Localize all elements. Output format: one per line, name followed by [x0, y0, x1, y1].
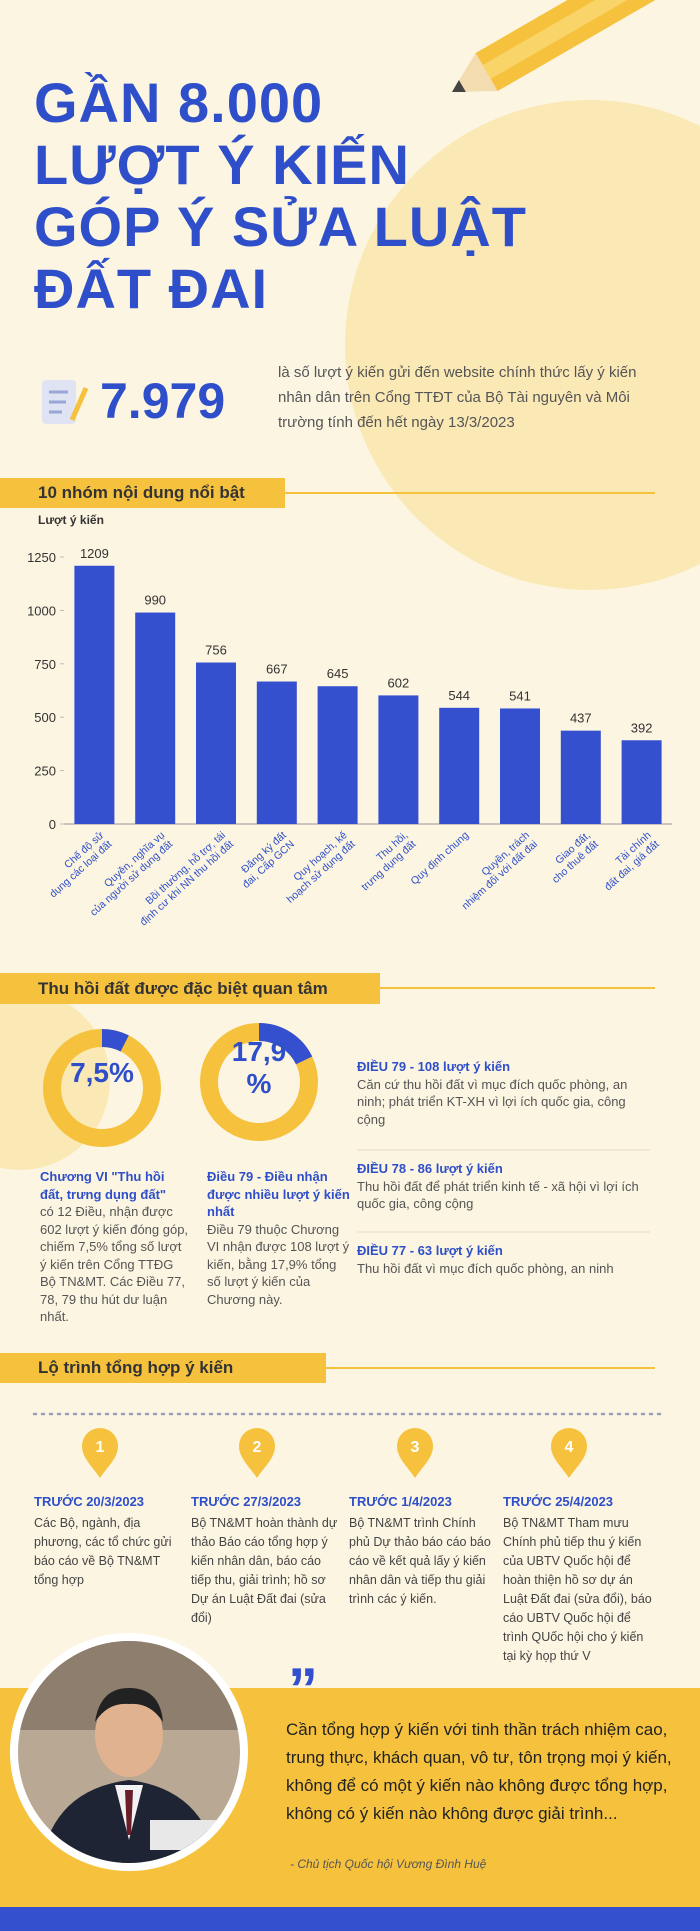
- step-body: Các Bộ, ngành, địa phương, các tổ chức g…: [34, 1516, 172, 1587]
- value-label: 602: [388, 675, 410, 690]
- value-label: 541: [509, 688, 531, 703]
- note-heading: Chương VI "Thu hồi đất, trưng dụng đất": [40, 1169, 167, 1202]
- article-body: Thu hồi đất vì mục đích quốc phòng, an n…: [357, 1260, 614, 1276]
- step-number: 3: [411, 1439, 420, 1456]
- pie-slice: [101, 1029, 129, 1052]
- document-icon: [42, 380, 89, 424]
- label-line: nhiệm đối với đất đai: [460, 838, 540, 912]
- value-label: 645: [327, 666, 349, 681]
- y-tick-label: 1000: [27, 603, 56, 618]
- step-body: Bộ TN&MT hoàn thành dự thảo Báo cáo tổng…: [191, 1516, 338, 1625]
- section-bar: [0, 478, 285, 508]
- pencil: [452, 0, 700, 93]
- bar: [317, 686, 358, 824]
- section-bar: [0, 973, 380, 1004]
- bar: [378, 695, 419, 824]
- pie-slice: [258, 1023, 313, 1065]
- x-tick-label: Quy định chung: [409, 829, 472, 887]
- title-line: GẦN 8.000: [34, 71, 324, 134]
- article-body: Căn cứ thu hồi đất vì mục đích quốc phòn…: [357, 1076, 628, 1127]
- value-label: 990: [144, 593, 166, 608]
- y-tick-label: 0: [49, 817, 56, 832]
- article-heading: ĐIỀU 77 - 63 lượt ý kiến: [357, 1243, 503, 1258]
- step-date: TRƯỚC 25/4/2023: [503, 1494, 614, 1509]
- bar: [135, 612, 176, 824]
- step-number: 2: [253, 1439, 262, 1456]
- quote-author: - Chủ tịch Quốc hội Vương Đình Huệ: [290, 1857, 487, 1871]
- portrait: [10, 1633, 248, 1871]
- bar: [560, 730, 601, 824]
- article-heading: ĐIỀU 79 - 108 lượt ý kiến: [357, 1059, 511, 1074]
- step-date: TRƯỚC 27/3/2023: [191, 1494, 302, 1509]
- bar: [256, 681, 297, 824]
- note-body: Điều 79 thuộc Chương VI nhận được 108 lư…: [207, 1221, 350, 1307]
- y-tick-label: 750: [34, 657, 56, 672]
- note-body: có 12 Điều, nhận được 602 lượt ý kiến đó…: [40, 1204, 189, 1324]
- value-label: 1209: [80, 546, 109, 561]
- y-axis-label: Lượt ý kiến: [38, 513, 104, 527]
- step-body: Bộ TN&MT Tham mưu Chính phủ tiếp thu ý k…: [503, 1516, 652, 1663]
- y-tick-label: 250: [34, 764, 56, 779]
- pie-label: 17,9 %: [231, 1036, 287, 1099]
- section-title: Lộ trình tổng hợp ý kiến: [38, 1358, 234, 1377]
- bar: [196, 662, 236, 824]
- article: ĐIỀU 78 - 86 lượt ý kiến Thu hồi đất để p…: [357, 1160, 647, 1213]
- section-title: 10 nhóm nội dung nổi bật: [38, 483, 245, 502]
- pin: [397, 1428, 433, 1478]
- pin: [82, 1428, 118, 1478]
- section-bar: [0, 1353, 326, 1383]
- title-line: LƯỢT Ý KIẾN: [34, 133, 410, 196]
- pie-label: 7,5%: [70, 1057, 134, 1088]
- bar: [74, 565, 115, 824]
- x-tick-label: Đăng ký đấtđai, Cấp GCN: [232, 829, 297, 891]
- title-line: GÓP Ý SỬA LUẬT: [34, 195, 527, 258]
- note: Điều 79 - Điều nhận được nhiều lượt ý ki…: [207, 1168, 352, 1308]
- section-title: Thu hồi đất được đặc biệt quan tâm: [38, 979, 328, 998]
- stat-text: là số lượt ý kiến gửi đến website chính …: [278, 364, 637, 431]
- step-number: 4: [565, 1439, 574, 1456]
- value-label: 544: [448, 688, 470, 703]
- article-body: Thu hồi đất để phát triển kinh tế - xã h…: [357, 1178, 639, 1212]
- bar: [621, 740, 662, 824]
- step-date: TRƯỚC 20/3/2023: [34, 1494, 145, 1509]
- quote-mark: ”: [288, 1656, 318, 1723]
- x-tick-label: Chế độ sửdụng các loại đất: [39, 829, 114, 900]
- y-tick-label: 1250: [27, 550, 56, 565]
- bar: [439, 707, 480, 824]
- pin: [551, 1428, 587, 1478]
- bar: [500, 708, 540, 824]
- article: ĐIỀU 79 - 108 lượt ý kiến Căn cứ thu hồi …: [357, 1058, 647, 1128]
- value-label: 756: [205, 643, 227, 658]
- stat-number: 7.979: [100, 373, 226, 429]
- value-label: 392: [631, 720, 653, 735]
- note-heading: Điều 79 - Điều nhận được nhiều lượt ý ki…: [207, 1169, 350, 1219]
- y-tick-label: 500: [34, 710, 56, 725]
- step-number: 1: [96, 1439, 105, 1456]
- x-tick-label: Tài chínhđất đai, giá đất: [594, 829, 661, 893]
- step-body: Bộ TN&MT trình Chính phủ Dự thảo báo cáo…: [349, 1516, 491, 1606]
- footer-band: [0, 1907, 700, 1931]
- x-tick-label: Thu hồi,trưng dụng đất: [351, 829, 418, 893]
- x-tick-label: Giao đất,cho thuê đất: [542, 829, 601, 886]
- article: ĐIỀU 77 - 63 lượt ý kiến Thu hồi đất vì m…: [357, 1242, 647, 1277]
- article-heading: ĐIỀU 78 - 86 lượt ý kiến: [357, 1161, 503, 1176]
- quote-text: Cần tổng hợp ý kiến với tinh thần trách …: [286, 1720, 672, 1823]
- pin: [239, 1428, 275, 1478]
- title-line: ĐẤT ĐAI: [34, 257, 269, 320]
- step-date: TRƯỚC 1/4/2023: [349, 1494, 452, 1509]
- value-label: 437: [570, 711, 592, 726]
- value-label: 667: [266, 662, 288, 677]
- background-circle: [345, 100, 700, 590]
- note: Chương VI "Thu hồi đất, trưng dụng đất" c…: [40, 1168, 190, 1326]
